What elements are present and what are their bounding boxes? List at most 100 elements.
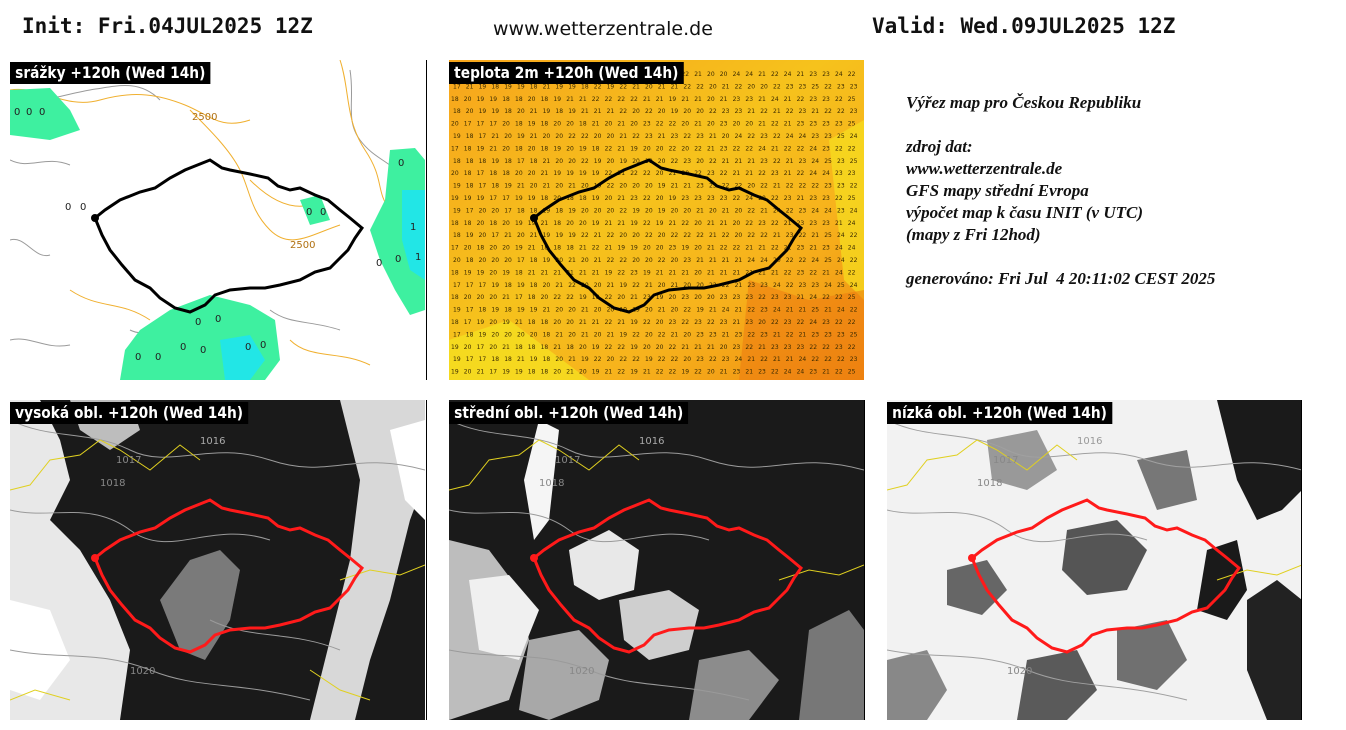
temperature-value: 20 <box>683 108 691 115</box>
temperature-value: 23 <box>733 96 741 103</box>
temperature-value: 19 <box>489 96 497 103</box>
temperature-value: 20 <box>489 269 497 276</box>
temperature-value: 19 <box>530 307 538 314</box>
temperature-value: 19 <box>568 83 576 90</box>
temperature-value: 20 <box>479 207 487 214</box>
temperature-value: 23 <box>850 108 858 115</box>
temperature-value: 19 <box>543 108 551 115</box>
temperature-value: 20 <box>696 158 704 165</box>
temperature-value: 21 <box>784 220 792 227</box>
isobar-label: 1020 <box>130 666 155 677</box>
temperature-value: 24 <box>811 257 819 264</box>
temperature-value: 21 <box>771 145 779 152</box>
temperature-value: 22 <box>658 331 666 338</box>
temperature-value: 17 <box>453 331 461 338</box>
isobar-label: 1016 <box>639 436 664 447</box>
temperature-value: 22 <box>630 170 638 177</box>
temperature-value: 23 <box>786 83 794 90</box>
temperature-value: 20 <box>553 319 561 326</box>
temperature-value: 22 <box>617 369 625 376</box>
temperature-value: 22 <box>658 257 666 264</box>
temperature-value: 23 <box>771 344 779 351</box>
temperature-value: 19 <box>528 220 536 227</box>
temperature-value: 21 <box>771 269 779 276</box>
info-source-site[interactable]: www.wetterzentrale.de <box>906 159 1063 178</box>
temperature-value: 19 <box>658 207 666 214</box>
temperature-value: 21 <box>733 170 741 177</box>
temperature-value: 22 <box>760 183 768 190</box>
temperature-value: 20 <box>645 183 653 190</box>
temperature-value: 19 <box>504 83 512 90</box>
temperature-value: 23 <box>696 356 704 363</box>
temperature-value: 23 <box>809 71 817 78</box>
temperature-value: 22 <box>822 294 830 301</box>
temperature-value: 18 <box>541 121 549 128</box>
temperature-value: 25 <box>848 369 856 376</box>
temperature-value: 20 <box>747 83 755 90</box>
temperature-value: 22 <box>607 257 615 264</box>
temperature-value: 20 <box>720 71 728 78</box>
info-source-heading: zdroj dat: <box>906 137 973 156</box>
temperature-value: 21 <box>555 331 563 338</box>
temperature-value: 22 <box>799 257 807 264</box>
temperature-value: 22 <box>771 71 779 78</box>
temperature-value: 17 <box>479 356 487 363</box>
temperature-value: 23 <box>735 108 743 115</box>
panel-label: nízká obl. +120h (Wed 14h) <box>887 402 1113 424</box>
temperature-value: 22 <box>797 145 805 152</box>
temperature-value: 21 <box>694 344 702 351</box>
temperature-value: 22 <box>568 282 576 289</box>
temperature-value: 22 <box>632 331 640 338</box>
temperature-value: 20 <box>733 121 741 128</box>
temperature-value: 21 <box>581 108 589 115</box>
temperature-value: 20 <box>553 195 561 202</box>
temperature-value: 20 <box>656 195 664 202</box>
temperature-value: 22 <box>709 108 717 115</box>
temperature-value: 18 <box>541 245 549 252</box>
temperature-value: 22 <box>643 220 651 227</box>
temperature-value: 21 <box>671 331 679 338</box>
isobar-label: 1016 <box>1077 436 1102 447</box>
temperature-value: 18 <box>489 220 497 227</box>
temperature-value: 20 <box>553 121 561 128</box>
temperature-value: 21 <box>592 121 600 128</box>
temperature-value: 23 <box>797 121 805 128</box>
temperature-value: 23 <box>822 145 830 152</box>
temperature-value: 20 <box>579 344 587 351</box>
temperature-value: 20 <box>735 207 743 214</box>
temperature-value: 23 <box>824 331 832 338</box>
temperature-value: 18 <box>541 195 549 202</box>
temperature-value: 22 <box>720 245 728 252</box>
temperature-value: 22 <box>643 170 651 177</box>
temperature-value: 20 <box>530 331 538 338</box>
temperature-value: 19 <box>515 245 523 252</box>
temperature-value: 18 <box>543 331 551 338</box>
temperature-value: 22 <box>835 294 843 301</box>
temperature-value: 22 <box>745 220 753 227</box>
temperature-value: 24 <box>824 207 832 214</box>
site-url[interactable]: www.wetterzentrale.de <box>493 18 713 40</box>
temperature-value: 21 <box>566 96 574 103</box>
temperature-value: 18 <box>555 108 563 115</box>
temperature-value: 23 <box>720 121 728 128</box>
temperature-value: 22 <box>824 108 832 115</box>
temperature-value: 22 <box>835 96 843 103</box>
temperature-map-graphic: 1819171819191821202019212119212022202221… <box>449 60 864 380</box>
temperature-value: 19 <box>515 369 523 376</box>
temperature-value: 19 <box>477 195 485 202</box>
svg-text:1: 1 <box>415 252 421 263</box>
temperature-value: 20 <box>502 245 510 252</box>
temperature-value: 19 <box>619 331 627 338</box>
temperature-value: 24 <box>771 96 779 103</box>
temperature-value: 24 <box>811 207 819 214</box>
temperature-value: 20 <box>632 108 640 115</box>
temperature-value: 22 <box>683 232 691 239</box>
temperature-value: 18 <box>466 257 474 264</box>
temperature-value: 20 <box>632 232 640 239</box>
temperature-value: 20 <box>709 207 717 214</box>
temperature-value: 19 <box>592 170 600 177</box>
temperature-value: 23 <box>822 319 830 326</box>
temperature-value: 18 <box>451 220 459 227</box>
temperature-value: 22 <box>645 232 653 239</box>
temperature-value: 18 <box>530 257 538 264</box>
